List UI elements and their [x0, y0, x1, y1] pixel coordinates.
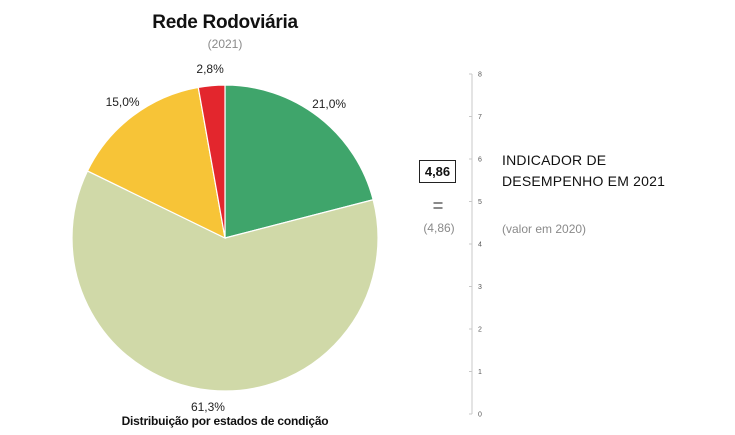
indicator-scale: 0 1 2 3 4 5 6 7 8 [469, 72, 482, 419]
scale-tick-label-0: 0 [478, 412, 482, 419]
scale-tick-label-7: 7 [478, 114, 482, 121]
chart-title: Rede Rodoviária [152, 12, 298, 33]
indicator-title-line1: INDICADOR DE [502, 152, 607, 168]
indicator-title-line2: DESEMPENHO EM 2021 [502, 173, 666, 189]
pie-slice-3 [197, 84, 226, 239]
scale-tick-label-2: 2 [478, 327, 482, 334]
indicator-value-box: 4,86 [419, 160, 456, 183]
scale-tick-label-5: 5 [478, 199, 482, 206]
pie-chart [71, 84, 379, 392]
equals-sign: = [432, 196, 444, 216]
pie-slice-1 [71, 170, 379, 392]
pie-slice-label-1: 61,3% [190, 400, 225, 415]
pie-slice-label-2: 15,0% [105, 95, 140, 110]
pie-slice-0 [224, 84, 374, 239]
indicator-note: (valor em 2020) [502, 222, 587, 236]
scale-tick-label-8: 8 [478, 72, 482, 79]
scale-tick-label-6: 6 [478, 157, 482, 164]
scale-tick-label-1: 1 [478, 369, 482, 376]
indicator-title: INDICADOR DE DESEMPENHO EM 2021 [502, 150, 702, 192]
pie-slice-label-3: 2,8% [196, 61, 224, 76]
previous-value: (4,86) [423, 221, 455, 235]
scale-tick-label-4: 4 [478, 242, 482, 249]
scale-tick-label-3: 3 [478, 284, 482, 291]
pie-caption: Distribuição por estados de condição [121, 414, 329, 428]
chart-subtitle: (2021) [207, 37, 243, 51]
pie-slice-label-0: 21,0% [312, 96, 347, 111]
pie-slice-2 [86, 86, 226, 240]
